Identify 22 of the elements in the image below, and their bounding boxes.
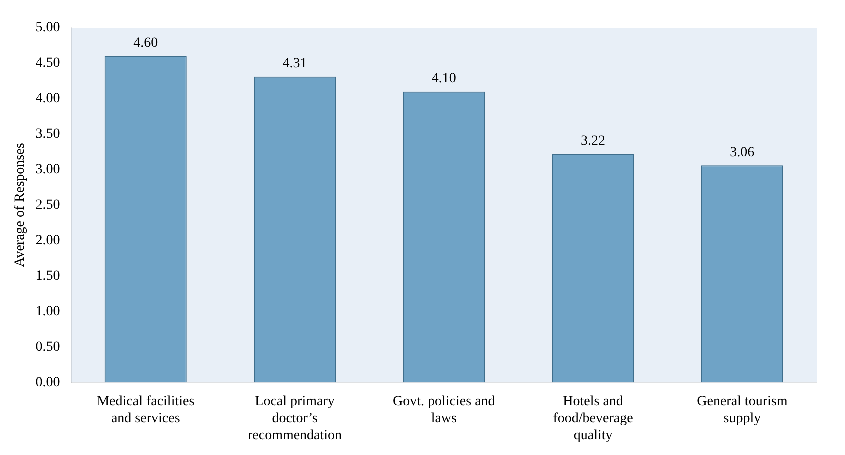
data-label: 4.31 (282, 56, 308, 72)
y-tick-label: 4.00 (36, 92, 60, 107)
x-tick-label: Govt. policies and laws (393, 394, 496, 426)
y-tick-label: 2.00 (36, 233, 60, 248)
data-label: 4.10 (432, 72, 456, 86)
x-tick-label: Local primary doctor’s recommendation (248, 394, 342, 444)
data-label: 4.60 (134, 36, 158, 52)
data-label: 3.22 (581, 134, 606, 149)
x-tick-label: Hotels and food/beverage quality (553, 394, 634, 444)
y-axis-title: Average of Responses (13, 143, 28, 268)
x-tick-label: General tourism supply (697, 394, 788, 426)
y-tick-label: 0.50 (36, 340, 60, 355)
y-tick-label: 4.50 (36, 56, 60, 72)
y-tick-label: 3.00 (36, 162, 60, 178)
y-tick-label: 0.00 (36, 375, 60, 390)
data-label: 3.06 (730, 145, 755, 160)
y-tick-label: 5.00 (36, 20, 60, 36)
y-tick-label: 3.50 (36, 127, 60, 142)
x-tick-label: Medical facilities and services (97, 394, 195, 426)
y-tick-label: 1.00 (36, 304, 60, 320)
y-tick-label: 1.50 (36, 268, 60, 284)
y-tick-label: 2.50 (36, 198, 60, 213)
